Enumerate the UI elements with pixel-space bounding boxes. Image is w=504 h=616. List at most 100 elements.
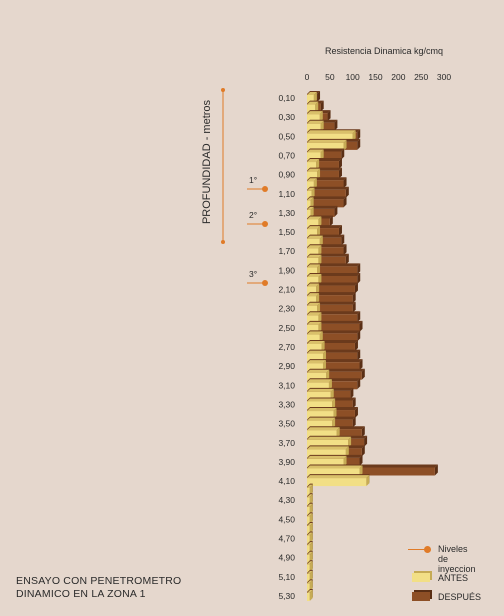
- x-tick-label: 200: [391, 72, 405, 82]
- bar-despues-top: [307, 263, 361, 267]
- bar-despues-face: [307, 189, 346, 198]
- bar-antes-face: [307, 573, 310, 582]
- legend-injection-label: Niveles de inyeccion: [438, 544, 476, 574]
- bar-despues-face: [307, 208, 335, 217]
- bar-despues-face: [307, 247, 344, 256]
- x-tick-label: 0: [305, 72, 310, 82]
- bar-despues-side: [354, 282, 358, 294]
- bar-antes-side: [320, 149, 324, 161]
- bar-despues-face: [307, 371, 362, 380]
- bar-antes-face: [307, 162, 317, 171]
- injection-level-label: 3°: [249, 269, 257, 279]
- bar-antes: [307, 245, 322, 257]
- bar-antes: [307, 283, 320, 295]
- bar-despues-top: [307, 196, 347, 200]
- bar-antes-top: [307, 522, 313, 526]
- bar-despues-side: [334, 205, 338, 217]
- depth-tick-label: 4,30: [278, 495, 295, 505]
- bar-despues-face: [307, 343, 355, 351]
- bar-antes: [307, 513, 313, 525]
- bar-antes: [307, 101, 319, 113]
- depth-tick-label: 2,90: [278, 361, 295, 371]
- bar-antes: [307, 149, 324, 161]
- bar-antes-top: [307, 254, 322, 258]
- bar-antes-side: [309, 542, 313, 554]
- bar-antes-side: [366, 475, 370, 487]
- bar-antes-top: [307, 92, 317, 95]
- bar-antes: [307, 312, 322, 324]
- bar-antes-face: [307, 257, 319, 266]
- bar-antes: [307, 590, 313, 601]
- bar-antes-side: [318, 312, 322, 324]
- bar-despues-face: [307, 151, 342, 160]
- bar-antes: [307, 436, 352, 448]
- bar-antes-face: [307, 449, 346, 458]
- bar-antes-face: [307, 133, 353, 142]
- bar-despues-side: [361, 445, 365, 457]
- bar-despues-side: [334, 119, 338, 131]
- bar-despues-side: [343, 244, 347, 256]
- bar-antes-side: [316, 159, 320, 171]
- bar-despues-face: [307, 333, 358, 342]
- bar-antes-face: [307, 190, 312, 199]
- bar-antes-face: [307, 468, 360, 477]
- bar-antes-side: [309, 580, 313, 592]
- bar-antes: [307, 130, 356, 142]
- bar-despues-top: [307, 292, 356, 296]
- bar-antes-side: [315, 101, 319, 113]
- chart-title: Resistencia Dinamica kg/cmq: [325, 46, 443, 56]
- bar-despues-face: [307, 256, 346, 265]
- bar-despues: [307, 292, 356, 304]
- injection-markers: 1° 2° 3°: [221, 88, 268, 286]
- bar-antes-top: [307, 168, 321, 172]
- bar-antes-face: [307, 391, 331, 400]
- bar-antes-top: [307, 446, 349, 450]
- bar-antes-side: [330, 388, 334, 400]
- bar-despues-face: [307, 362, 360, 371]
- bar-antes-top: [307, 590, 313, 593]
- bar-despues-face: [307, 314, 358, 323]
- bar-antes-face: [307, 564, 310, 573]
- x-tick-label: 300: [437, 72, 451, 82]
- bar-antes-side: [309, 522, 313, 534]
- bar-despues-side: [343, 196, 347, 208]
- bar-antes-top: [307, 494, 313, 498]
- x-axis-ticks: 0 50 100 150 200 250 300: [305, 72, 452, 82]
- bar-antes-top: [307, 159, 320, 163]
- bar-despues-side: [434, 464, 438, 476]
- bar-antes-top: [307, 513, 313, 517]
- bar-antes-side: [321, 341, 325, 352]
- bar-despues-side: [345, 186, 349, 198]
- bar-antes: [307, 484, 313, 496]
- bar-antes-side: [317, 264, 321, 276]
- bar-despues-side: [352, 301, 356, 313]
- depth-tick-label: 1,30: [278, 208, 295, 218]
- bar-despues-face: [307, 237, 342, 246]
- bar-antes: [307, 273, 322, 285]
- depth-tick-label: 4,70: [278, 534, 295, 544]
- bar-antes-face: [307, 478, 367, 487]
- bar-antes-face: [307, 324, 319, 333]
- bar-antes-face: [307, 363, 323, 372]
- bar-antes-face: [307, 209, 311, 218]
- bar-antes: [307, 254, 322, 266]
- bar-antes-top: [307, 293, 320, 297]
- bar-antes-top: [307, 570, 313, 574]
- bar-despues-side: [352, 416, 356, 428]
- bar-antes: [307, 159, 320, 171]
- bar-antes-side: [318, 245, 322, 257]
- bar-antes: [307, 331, 323, 343]
- bar-despues-side: [352, 292, 356, 304]
- bar-antes-side: [316, 283, 320, 295]
- bar-antes: [307, 465, 363, 477]
- bar-despues-face: [307, 295, 353, 304]
- injection-level-dot: [262, 280, 268, 286]
- bar-despues-side: [357, 263, 361, 275]
- bar-antes-side: [313, 92, 317, 103]
- bar-despues: [307, 205, 338, 217]
- bar-despues-side: [327, 110, 331, 122]
- bar-despues-side: [343, 177, 347, 189]
- bar-antes-top: [307, 216, 322, 220]
- bar-despues-side: [341, 148, 345, 160]
- bar-antes-face: [307, 382, 329, 391]
